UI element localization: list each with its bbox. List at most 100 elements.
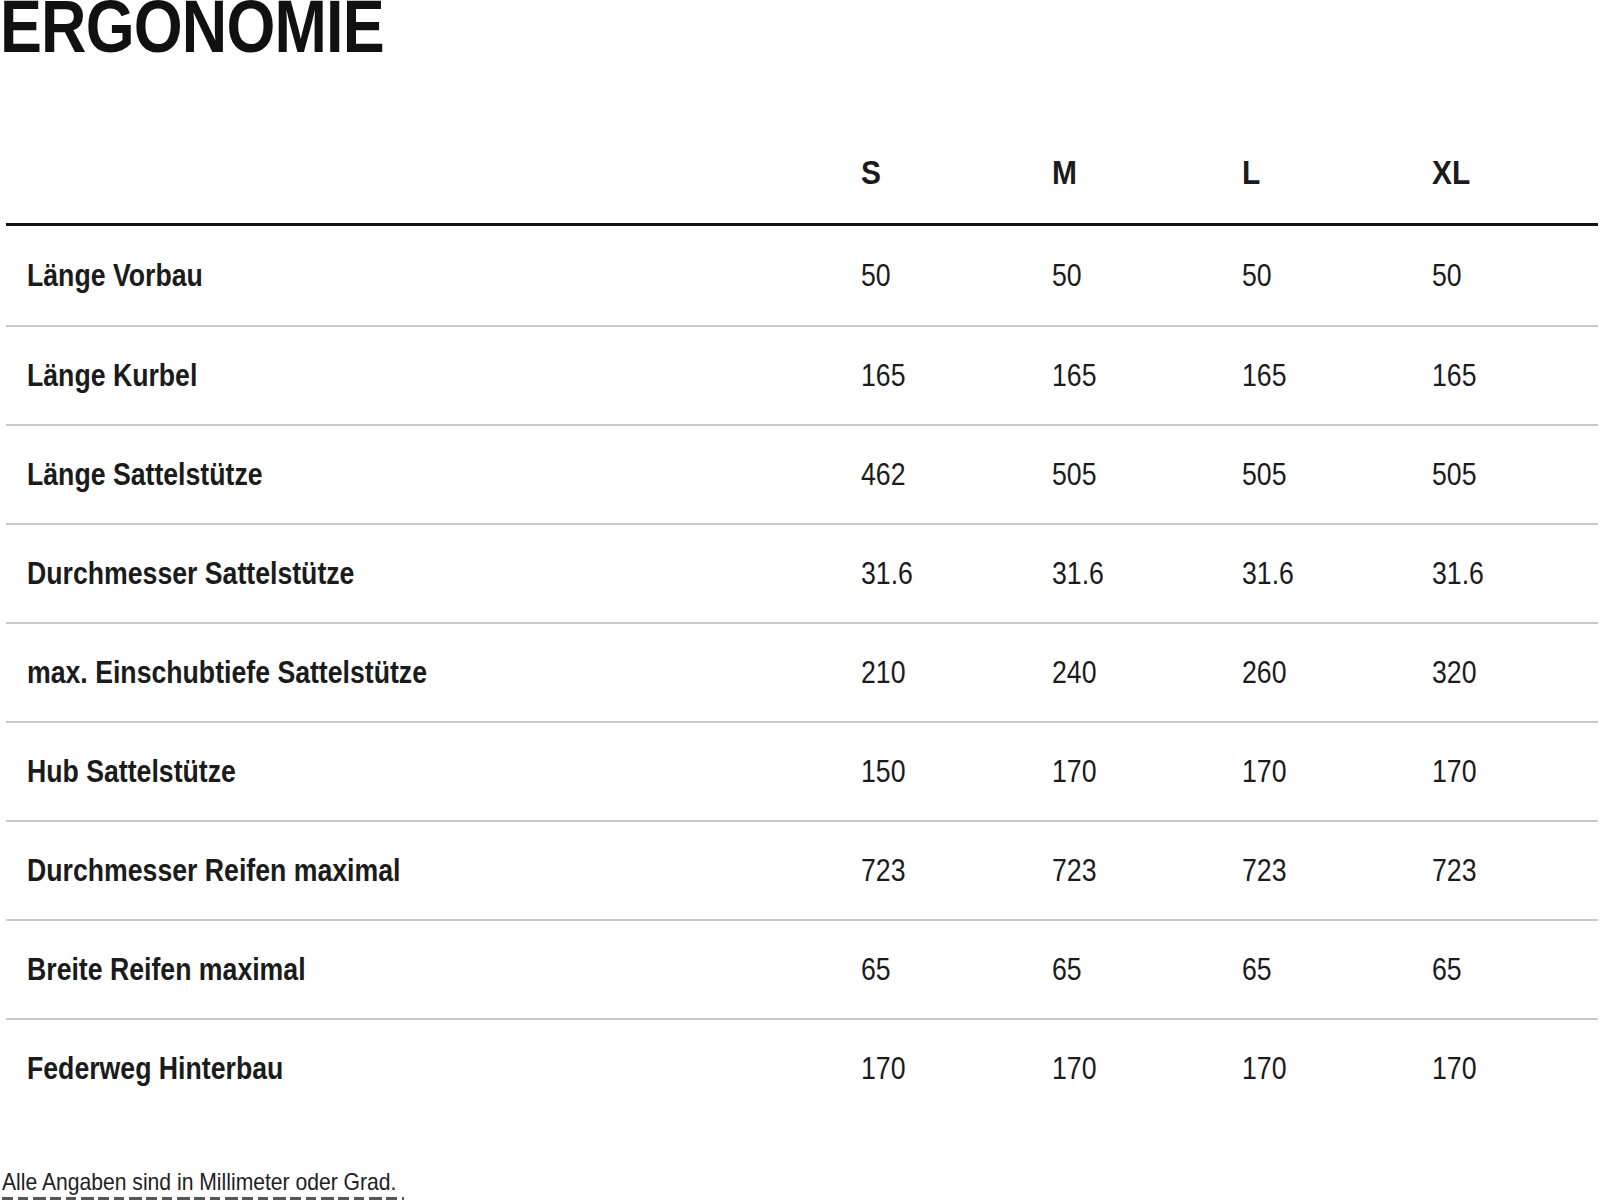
value-cell-s: 65	[861, 952, 1052, 988]
value-s: 723	[861, 853, 905, 889]
value-cell-m: 165	[1052, 358, 1242, 394]
page-title-text: ERGONOMIE	[0, 0, 384, 64]
value-m: 170	[1052, 1051, 1096, 1087]
value-cell-xl: 50	[1432, 258, 1598, 294]
value-xl: 165	[1432, 358, 1476, 394]
value-cell-l: 170	[1242, 1051, 1432, 1087]
value-m: 50	[1052, 258, 1082, 294]
row-label: Länge Kurbel	[27, 358, 197, 394]
header-cell-m: M	[1052, 155, 1242, 189]
row-label: Länge Vorbau	[27, 258, 203, 294]
page-title: ERGONOMIE	[0, 0, 451, 64]
value-l: 505	[1242, 457, 1286, 493]
value-cell-l: 31.6	[1242, 556, 1432, 592]
row-label-cell: Durchmesser Reifen maximal	[27, 853, 861, 889]
size-label-xl: XL	[1432, 155, 1470, 189]
row-label: Breite Reifen maximal	[27, 952, 306, 988]
value-l: 165	[1242, 358, 1286, 394]
ergonomics-spec-page: ERGONOMIE S M L XL Länge Vorbau 50 50 50	[0, 0, 1600, 1200]
row-label: max. Einschubtiefe Sattelstütze	[27, 655, 427, 691]
row-label: Durchmesser Sattelstütze	[27, 556, 354, 592]
value-cell-s: 50	[861, 258, 1052, 294]
value-l: 723	[1242, 853, 1286, 889]
header-spacer-cell	[27, 155, 861, 189]
table-row: Breite Reifen maximal 65 65 65 65	[6, 919, 1598, 1018]
value-l: 260	[1242, 655, 1286, 691]
value-s: 150	[861, 754, 905, 790]
value-l: 65	[1242, 952, 1272, 988]
value-cell-m: 240	[1052, 655, 1242, 691]
table-row: Durchmesser Reifen maximal 723 723 723 7…	[6, 820, 1598, 919]
row-label-cell: Länge Kurbel	[27, 358, 861, 394]
header-cell-xl: XL	[1432, 155, 1598, 189]
row-label: Federweg Hinterbau	[27, 1051, 283, 1087]
value-cell-xl: 320	[1432, 655, 1598, 691]
size-label-s: S	[861, 155, 881, 189]
value-l: 50	[1242, 258, 1272, 294]
value-cell-xl: 31.6	[1432, 556, 1598, 592]
value-xl: 723	[1432, 853, 1476, 889]
value-m: 31.6	[1052, 556, 1104, 592]
row-label-cell: Federweg Hinterbau	[27, 1051, 861, 1087]
value-cell-l: 505	[1242, 457, 1432, 493]
value-cell-xl: 723	[1432, 853, 1598, 889]
value-cell-l: 165	[1242, 358, 1432, 394]
table-row: max. Einschubtiefe Sattelstütze 210 240 …	[6, 622, 1598, 721]
value-cell-s: 31.6	[861, 556, 1052, 592]
units-footnote-text: Alle Angaben sind in Millimeter oder Gra…	[2, 1170, 396, 1194]
value-cell-m: 170	[1052, 1051, 1242, 1087]
size-label-l: L	[1242, 155, 1260, 189]
value-cell-l: 170	[1242, 754, 1432, 790]
value-m: 505	[1052, 457, 1096, 493]
header-cell-s: S	[861, 155, 1052, 189]
value-cell-s: 723	[861, 853, 1052, 889]
value-l: 31.6	[1242, 556, 1294, 592]
value-s: 50	[861, 258, 891, 294]
value-cell-s: 210	[861, 655, 1052, 691]
value-s: 31.6	[861, 556, 913, 592]
value-xl: 170	[1432, 1051, 1476, 1087]
value-cell-l: 260	[1242, 655, 1432, 691]
row-label: Hub Sattelstütze	[27, 754, 236, 790]
table-row: Federweg Hinterbau 170 170 170 170	[6, 1018, 1598, 1117]
value-xl: 65	[1432, 952, 1462, 988]
value-s: 170	[861, 1051, 905, 1087]
value-m: 165	[1052, 358, 1096, 394]
row-label: Durchmesser Reifen maximal	[27, 853, 400, 889]
table-row: Länge Sattelstütze 462 505 505 505	[6, 424, 1598, 523]
value-l: 170	[1242, 1051, 1286, 1087]
value-xl: 170	[1432, 754, 1476, 790]
row-label: Länge Sattelstütze	[27, 457, 263, 493]
value-cell-m: 31.6	[1052, 556, 1242, 592]
row-label-cell: Durchmesser Sattelstütze	[27, 556, 861, 592]
value-s: 462	[861, 457, 905, 493]
header-cell-l: L	[1242, 155, 1432, 189]
value-xl: 31.6	[1432, 556, 1484, 592]
row-label-cell: Breite Reifen maximal	[27, 952, 861, 988]
table-row: Länge Vorbau 50 50 50 50	[6, 226, 1598, 325]
value-s: 210	[861, 655, 905, 691]
value-xl: 50	[1432, 258, 1462, 294]
spec-table-body: Länge Vorbau 50 50 50 50 Länge Kurbel 16…	[6, 223, 1598, 1117]
units-footnote: Alle Angaben sind in Millimeter oder Gra…	[2, 1170, 450, 1194]
value-xl: 505	[1432, 457, 1476, 493]
table-row: Hub Sattelstütze 150 170 170 170	[6, 721, 1598, 820]
value-cell-xl: 165	[1432, 358, 1598, 394]
value-cell-s: 462	[861, 457, 1052, 493]
table-row: Länge Kurbel 165 165 165 165	[6, 325, 1598, 424]
value-s: 65	[861, 952, 891, 988]
value-cell-m: 65	[1052, 952, 1242, 988]
value-cell-s: 170	[861, 1051, 1052, 1087]
row-label-cell: Länge Vorbau	[27, 258, 861, 294]
row-label-cell: max. Einschubtiefe Sattelstütze	[27, 655, 861, 691]
value-cell-m: 50	[1052, 258, 1242, 294]
value-cell-xl: 505	[1432, 457, 1598, 493]
value-cell-m: 505	[1052, 457, 1242, 493]
row-label-cell: Länge Sattelstütze	[27, 457, 861, 493]
value-cell-l: 50	[1242, 258, 1432, 294]
value-cell-xl: 65	[1432, 952, 1598, 988]
value-xl: 320	[1432, 655, 1476, 691]
value-l: 170	[1242, 754, 1286, 790]
value-m: 723	[1052, 853, 1096, 889]
value-cell-s: 165	[861, 358, 1052, 394]
